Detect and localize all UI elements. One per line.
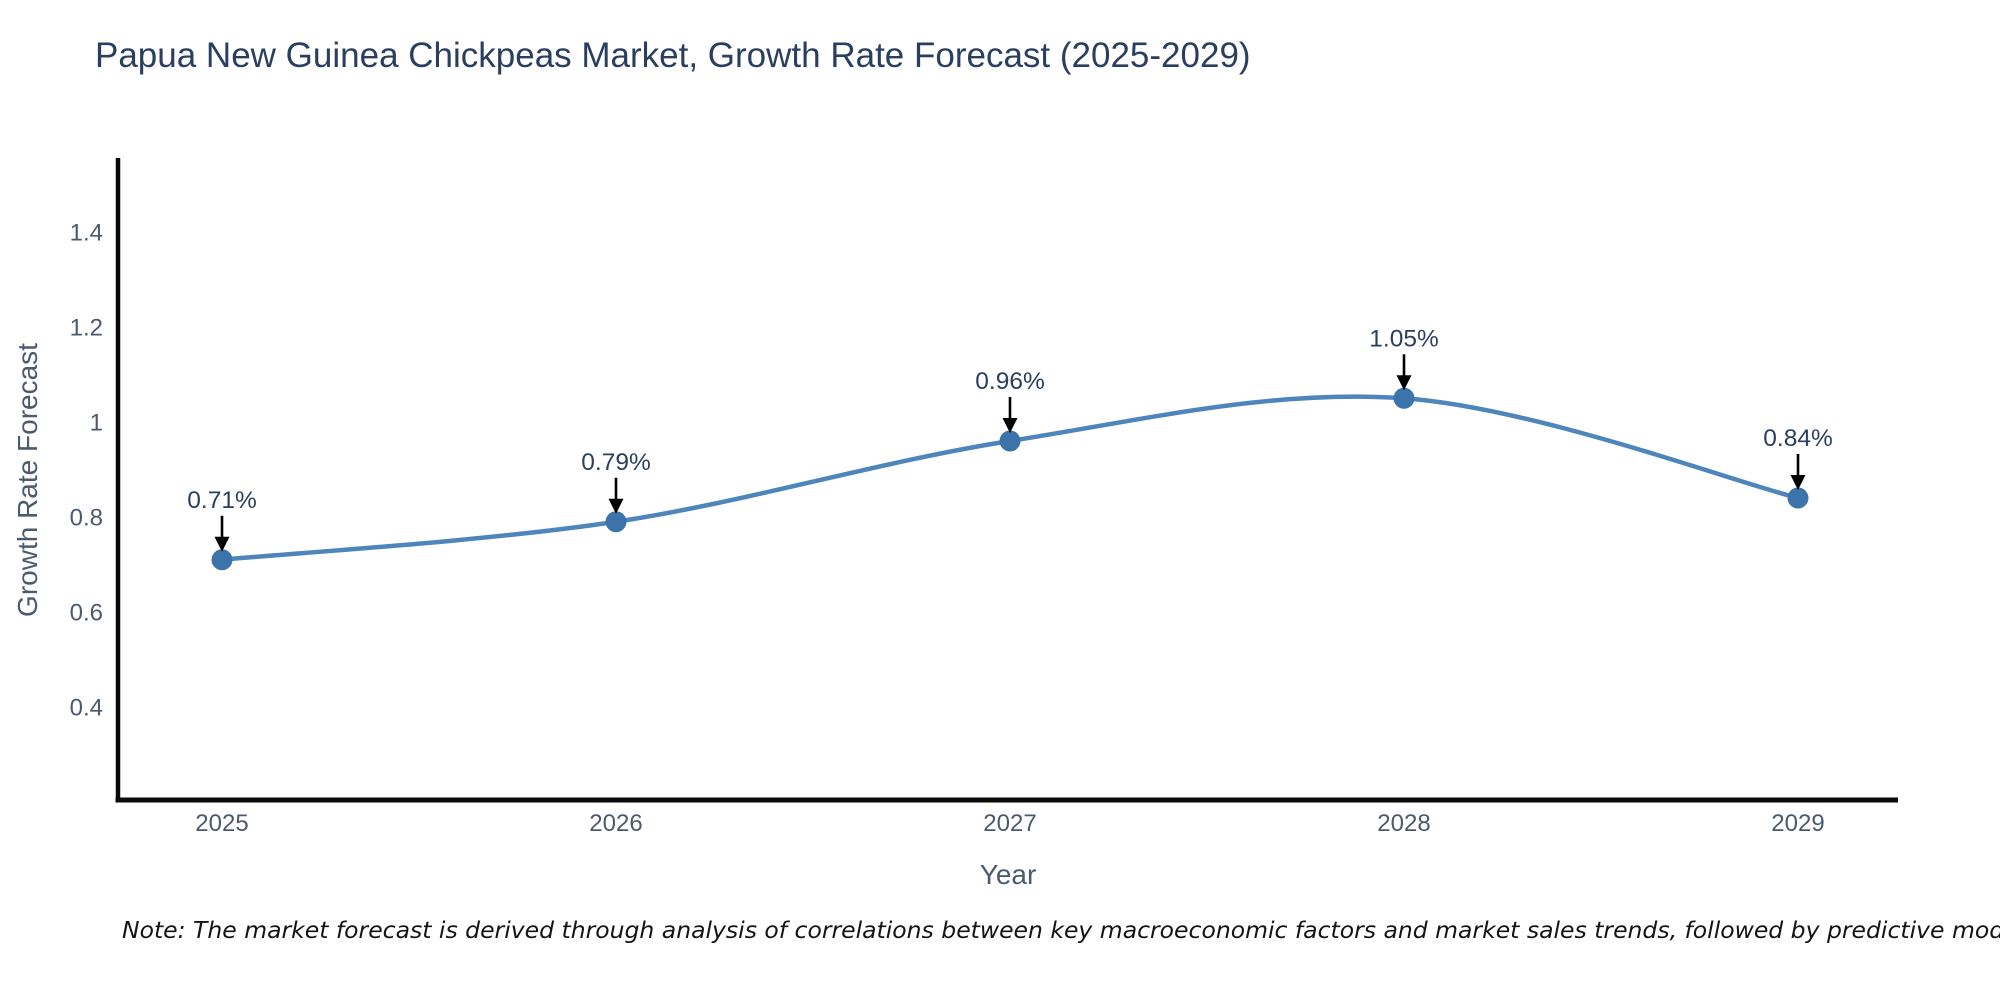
axes [115, 158, 1898, 803]
y-tick-label: 1 [90, 410, 103, 437]
y-tick-label: 1.2 [70, 315, 103, 342]
point-annotations: 0.71% 0.79% 0.96% 1.05% 0.84% [187, 325, 1833, 552]
x-tick-label: 2025 [195, 810, 248, 837]
point-annotation-label: 0.71% [187, 487, 256, 514]
annotation-arrow-head [214, 536, 230, 552]
annotation-arrow-head [608, 498, 624, 514]
data-point-marker[interactable] [1393, 387, 1415, 409]
data-point-marker[interactable] [999, 430, 1021, 452]
annotation-arrow-head [1790, 475, 1806, 490]
tick-labels: 0.4 0.6 0.8 1 1.2 1.4 2025 2026 2027 2028 2029 [70, 220, 1825, 838]
point-annotation-label: 0.96% [975, 368, 1044, 395]
footnote: Note: The market forecast is derived thr… [122, 916, 2000, 944]
chart-title: Papua New Guinea Chickpeas Market, Growt… [95, 36, 1251, 75]
y-tick-label: 0.6 [70, 600, 103, 627]
annotation-arrow-head [1002, 418, 1018, 433]
y-tick-label: 1.4 [70, 220, 103, 247]
data-point-marker[interactable] [1787, 487, 1809, 509]
data-point-markers [211, 387, 1809, 571]
data-point-marker[interactable] [211, 549, 233, 571]
x-tick-label: 2027 [983, 810, 1036, 837]
annotation-arrow-head [1396, 375, 1412, 391]
data-point-marker[interactable] [605, 511, 627, 533]
x-tick-label: 2028 [1377, 810, 1430, 837]
y-tick-label: 0.4 [70, 695, 103, 722]
x-tick-label: 2026 [589, 810, 642, 837]
x-axis-title: Year [979, 859, 1037, 890]
point-annotation-label: 0.79% [581, 449, 650, 476]
point-annotation-label: 0.84% [1763, 425, 1832, 452]
x-tick-label: 2029 [1771, 810, 1824, 837]
point-annotation-label: 1.05% [1369, 325, 1438, 352]
y-tick-label: 0.8 [70, 505, 103, 532]
